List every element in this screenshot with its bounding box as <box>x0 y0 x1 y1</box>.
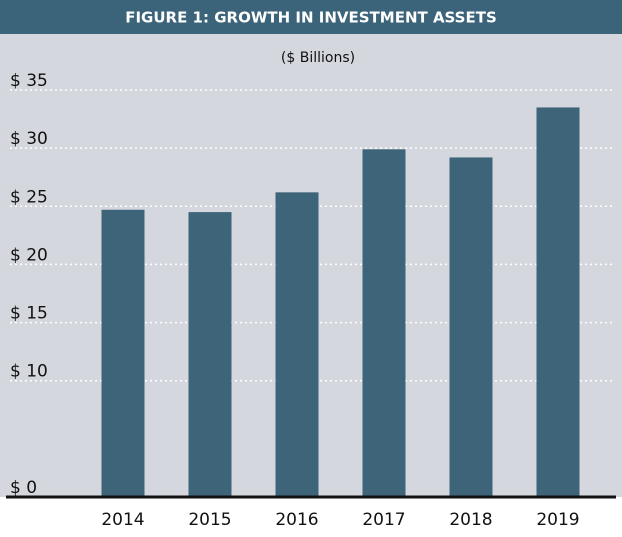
y-tick-label: $ 35 <box>10 71 48 91</box>
bar <box>101 209 145 497</box>
bar <box>188 212 232 497</box>
y-tick-label: $ 0 <box>10 478 37 498</box>
x-tick-label: 2019 <box>536 510 579 530</box>
y-tick-label: $ 30 <box>10 129 48 149</box>
title-band <box>0 0 622 34</box>
x-tick-label: 2017 <box>362 510 405 530</box>
y-tick-label: $ 25 <box>10 187 48 207</box>
x-tick-label: 2015 <box>188 510 231 530</box>
bar <box>536 107 580 497</box>
x-tick-label: 2018 <box>449 510 492 530</box>
bar <box>449 157 493 497</box>
x-tick-label: 2014 <box>101 510 144 530</box>
chart-title: FIGURE 1: GROWTH IN INVESTMENT ASSETS <box>125 9 497 27</box>
bar <box>362 149 406 497</box>
bar <box>275 192 319 497</box>
y-tick-label: $ 20 <box>10 245 48 265</box>
chart-subtitle: ($ Billions) <box>281 50 355 66</box>
x-tick-label: 2016 <box>275 510 318 530</box>
y-tick-label: $ 10 <box>10 362 48 382</box>
y-tick-label: $ 15 <box>10 304 48 324</box>
